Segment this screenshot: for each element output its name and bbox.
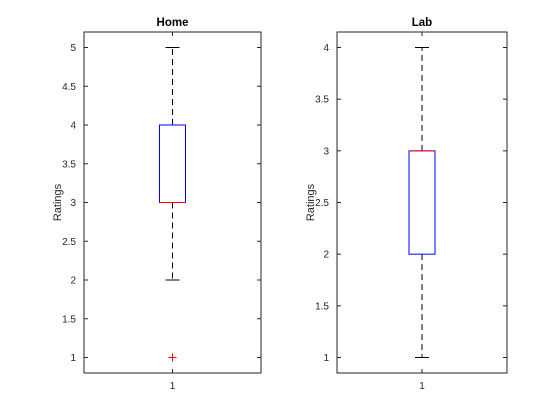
x-tick-label-home: 1	[170, 381, 176, 392]
y-axis-label-lab: Ratings	[305, 183, 317, 221]
y-tick-label-lab: 1.5	[315, 301, 329, 312]
y-tick-label-lab: 1	[323, 353, 329, 364]
x-tick-label-lab: 1	[419, 381, 425, 392]
boxplot-lab	[408, 47, 436, 358]
y-axis-label-home: Ratings	[52, 183, 64, 221]
y-tick-label-home: 4.5	[62, 82, 76, 93]
chart-title-home: Home	[157, 17, 189, 29]
subplot-lab: Lab Ratings 1 1 1.5 2 2.5 3 3.5 4	[305, 17, 508, 392]
boxplot-home	[159, 47, 186, 362]
y-tick-label-home: 3	[70, 198, 76, 209]
y-tick-label-lab: 4	[323, 43, 329, 54]
axes-box-lab	[336, 31, 508, 374]
y-tick-label-lab: 3	[323, 146, 329, 157]
y-tick-label-lab: 3.5	[315, 95, 329, 106]
y-tick-label-lab: 2.5	[315, 198, 329, 209]
y-tick-label-home: 3.5	[62, 159, 76, 170]
y-tick-label-home: 2.5	[62, 237, 76, 248]
subplot-home: Home Ratings 1 1 1.5 2 2.5 3 3.5 4 4.5 5	[52, 17, 262, 392]
outlier-marker-home	[168, 353, 177, 362]
y-tick-label-home: 5	[70, 43, 76, 54]
y-ticks-lab: 1 1.5 2 2.5 3 3.5 4	[315, 32, 507, 373]
y-tick-label-home: 1.5	[62, 314, 76, 325]
y-tick-label-lab: 2	[323, 250, 329, 261]
y-tick-label-home: 1	[70, 353, 76, 364]
chart-title-lab: Lab	[412, 17, 432, 29]
y-ticks-home: 1 1.5 2 2.5 3 3.5 4 4.5 5	[62, 32, 261, 373]
y-tick-label-home: 4	[70, 121, 76, 132]
y-tick-label-home: 2	[70, 276, 76, 287]
